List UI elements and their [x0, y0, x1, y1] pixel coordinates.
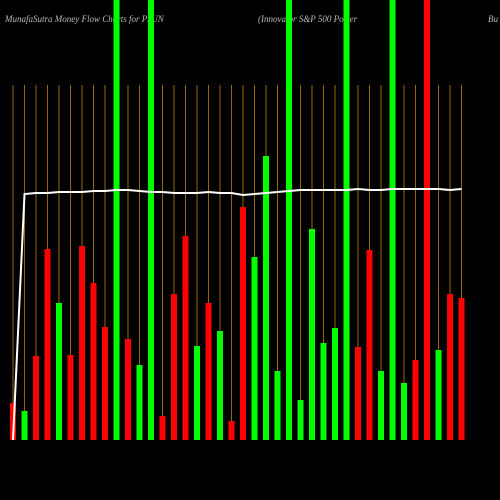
bar — [458, 298, 465, 440]
bar — [355, 347, 361, 440]
bar — [366, 250, 373, 440]
bar — [79, 246, 85, 440]
bar — [401, 383, 407, 440]
bar — [286, 0, 292, 440]
bar — [412, 360, 419, 440]
bar — [378, 371, 384, 440]
bar — [44, 249, 51, 440]
bar — [182, 236, 189, 440]
bar — [159, 416, 166, 440]
bar — [125, 339, 131, 440]
bar — [148, 0, 154, 440]
bar — [447, 294, 453, 440]
bar — [205, 303, 212, 440]
bar — [274, 371, 281, 440]
bar — [263, 156, 269, 440]
bar — [113, 0, 120, 440]
bar — [102, 327, 108, 440]
bar — [56, 303, 62, 440]
bar — [389, 0, 396, 440]
corner-text: Bu — [488, 14, 498, 24]
bar — [332, 328, 338, 440]
bar — [171, 294, 177, 440]
bar — [297, 400, 304, 440]
bar — [343, 0, 350, 440]
bar — [217, 331, 223, 440]
line — [12, 187, 462, 441]
bar — [90, 283, 97, 440]
bar — [194, 346, 200, 440]
chart-subtitle: (Innovator S&P 500 Power — [258, 14, 358, 24]
bar — [240, 207, 246, 440]
bar — [67, 355, 74, 440]
bar — [228, 421, 235, 440]
bar — [309, 229, 315, 440]
bar — [33, 356, 39, 440]
chart-title: MunafaSutra Money Flow Charts for PJUN — [4, 14, 165, 24]
bar — [424, 0, 430, 440]
bar — [251, 257, 258, 440]
bar — [435, 350, 442, 440]
bar — [21, 411, 28, 440]
bar — [320, 343, 327, 440]
bar — [136, 365, 143, 440]
